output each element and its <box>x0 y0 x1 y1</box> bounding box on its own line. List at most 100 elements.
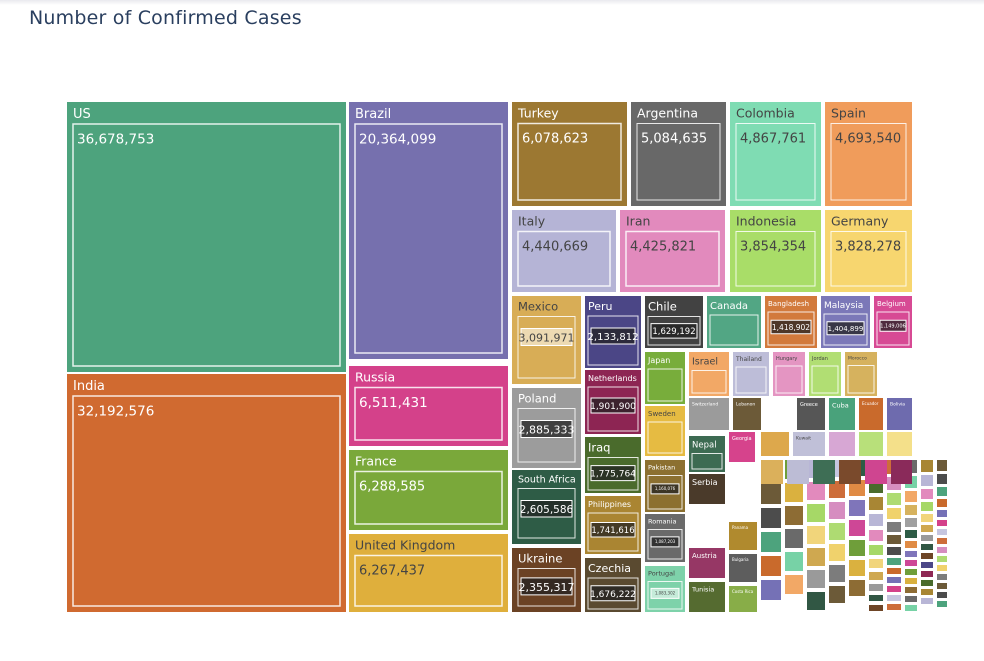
tile-small-74[interactable] <box>921 489 933 499</box>
tile-bulgaria[interactable] <box>729 554 757 582</box>
tile-extra-4[interactable] <box>839 460 861 484</box>
tile-small-56[interactable] <box>887 595 901 601</box>
tile-serbia[interactable] <box>689 474 725 504</box>
tile-small-18[interactable] <box>807 570 825 588</box>
tile-austria[interactable] <box>689 548 725 578</box>
tile-small-89[interactable] <box>937 499 947 507</box>
tile-small-51[interactable] <box>887 547 901 555</box>
tile-small-24[interactable] <box>829 544 845 561</box>
tile-small-64[interactable] <box>905 541 917 548</box>
tile-small-79[interactable] <box>921 544 933 550</box>
tile-bolivia[interactable] <box>887 398 912 430</box>
tile-small-99[interactable] <box>937 592 947 598</box>
tile-small-75[interactable] <box>921 502 933 511</box>
tile-extra-6[interactable] <box>891 460 912 484</box>
tile-small-81[interactable] <box>921 562 933 568</box>
tile-small-38[interactable] <box>869 530 883 541</box>
tile-small-44[interactable] <box>869 605 883 611</box>
tile-small-23[interactable] <box>829 523 845 540</box>
tile-extra-10[interactable] <box>887 432 912 456</box>
tile-small-98[interactable] <box>937 583 947 589</box>
tile-small-85[interactable] <box>921 598 933 604</box>
tile-small-8[interactable] <box>785 483 803 502</box>
tile-ecuador[interactable] <box>859 398 883 430</box>
tile-extra-9[interactable] <box>859 432 883 456</box>
tile-small-93[interactable] <box>937 538 947 544</box>
tile-small-43[interactable] <box>869 595 883 601</box>
tile-extra-1[interactable] <box>761 460 783 484</box>
tile-small-36[interactable] <box>869 497 883 510</box>
tile-small-62[interactable] <box>905 518 917 527</box>
tile-small-17[interactable] <box>807 548 825 566</box>
tile-small-29[interactable] <box>849 500 865 516</box>
tile-small-60[interactable] <box>905 491 917 502</box>
tile-small-84[interactable] <box>921 589 933 595</box>
tile-small-90[interactable] <box>937 510 947 517</box>
tile-panama[interactable] <box>729 522 757 550</box>
tile-small-68[interactable] <box>905 578 917 584</box>
tile-small-14[interactable] <box>807 482 825 500</box>
tile-small-69[interactable] <box>905 587 917 593</box>
tile-small-88[interactable] <box>937 487 947 496</box>
tile-costa-rica[interactable] <box>729 586 757 612</box>
tile-small-19[interactable] <box>807 592 825 610</box>
tile-small-66[interactable] <box>905 560 917 566</box>
tile-lebanon[interactable] <box>733 398 761 430</box>
tile-small-2[interactable] <box>761 484 781 504</box>
tile-small-16[interactable] <box>807 526 825 544</box>
tile-small-82[interactable] <box>921 571 933 577</box>
tile-small-67[interactable] <box>905 569 917 575</box>
tile-small-31[interactable] <box>849 540 865 556</box>
tile-small-96[interactable] <box>937 565 947 571</box>
tile-small-71[interactable] <box>905 605 917 611</box>
tile-small-52[interactable] <box>887 558 901 565</box>
tile-small-94[interactable] <box>937 547 947 553</box>
tile-small-65[interactable] <box>905 551 917 557</box>
tile-cuba[interactable] <box>829 398 855 430</box>
tile-tunisia[interactable] <box>689 582 725 612</box>
tile-small-73[interactable] <box>921 475 933 486</box>
tile-small-78[interactable] <box>921 535 933 541</box>
tile-small-80[interactable] <box>921 553 933 559</box>
tile-small-21[interactable] <box>829 481 845 498</box>
tile-small-11[interactable] <box>785 552 803 571</box>
tile-small-86[interactable] <box>937 460 947 471</box>
tile-small-32[interactable] <box>849 560 865 576</box>
tile-small-9[interactable] <box>785 506 803 525</box>
tile-georgia[interactable] <box>729 432 755 462</box>
tile-small-55[interactable] <box>887 586 901 592</box>
tile-small-47[interactable] <box>887 493 901 505</box>
tile-small-91[interactable] <box>937 520 947 526</box>
tile-small-22[interactable] <box>829 502 845 519</box>
tile-small-5[interactable] <box>761 556 781 576</box>
tile-greece[interactable] <box>797 398 825 430</box>
tile-small-33[interactable] <box>849 580 865 596</box>
tile-small-12[interactable] <box>785 575 803 594</box>
tile-small-25[interactable] <box>829 565 845 582</box>
tile-small-63[interactable] <box>905 530 917 538</box>
tile-small-95[interactable] <box>937 556 947 562</box>
tile-extra-8[interactable] <box>829 432 855 456</box>
tile-small-4[interactable] <box>761 532 781 552</box>
tile-small-83[interactable] <box>921 580 933 586</box>
tile-small-41[interactable] <box>869 572 883 580</box>
tile-small-70[interactable] <box>905 596 917 602</box>
tile-small-87[interactable] <box>937 474 947 484</box>
tile-small-53[interactable] <box>887 568 901 574</box>
tile-small-48[interactable] <box>887 508 901 519</box>
tile-small-77[interactable] <box>921 525 933 532</box>
tile-extra-3[interactable] <box>813 460 835 484</box>
tile-small-72[interactable] <box>921 460 933 472</box>
tile-extra-2[interactable] <box>787 460 809 484</box>
tile-small-57[interactable] <box>887 604 901 610</box>
tile-small-30[interactable] <box>849 520 865 536</box>
tile-switzerland[interactable] <box>689 398 729 430</box>
tile-small-6[interactable] <box>761 580 781 600</box>
tile-small-49[interactable] <box>887 522 901 532</box>
tile-extra-7[interactable] <box>761 432 789 456</box>
tile-small-50[interactable] <box>887 535 901 544</box>
tile-small-100[interactable] <box>937 601 947 607</box>
tile-small-26[interactable] <box>829 586 845 603</box>
tile-small-76[interactable] <box>921 514 933 522</box>
tile-small-3[interactable] <box>761 508 781 528</box>
